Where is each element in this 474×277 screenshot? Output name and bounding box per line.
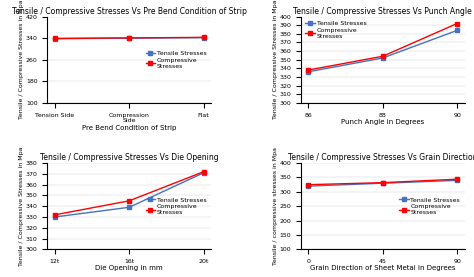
Title: Tensile / Compressive Stresses Vs Pre Bend Condition of Strip: Tensile / Compressive Stresses Vs Pre Be… (12, 7, 246, 16)
Legend: Tensile Stresses, Compressive
Stresses: Tensile Stresses, Compressive Stresses (145, 49, 208, 70)
Compressive
Stresses (454, 178, 460, 181)
Tensile Stresses (306, 184, 311, 188)
Line: Tensile Stresses: Tensile Stresses (53, 171, 205, 219)
Title: Tensile / Compressive Stresses Vs Grain Direction: Tensile / Compressive Stresses Vs Grain … (288, 153, 474, 162)
Compressive
Stresses (306, 68, 311, 72)
Line: Tensile Stresses: Tensile Stresses (53, 36, 205, 40)
Compressive
Stresses (52, 37, 58, 40)
X-axis label: Punch Angle in Degrees: Punch Angle in Degrees (341, 119, 424, 125)
Title: Tensile / Compressive Stresses Vs Punch Angle: Tensile / Compressive Stresses Vs Punch … (293, 7, 472, 16)
Tensile Stresses (454, 179, 460, 182)
Tensile Stresses (52, 37, 58, 40)
Y-axis label: Tensile / Compressive Stresses in Mpa: Tensile / Compressive Stresses in Mpa (19, 147, 25, 266)
Tensile Stresses (127, 206, 132, 209)
Compressive
Stresses (127, 199, 132, 202)
Tensile Stresses (380, 56, 385, 60)
Y-axis label: Tensile / Compressive Stresses in Mpa: Tensile / Compressive Stresses in Mpa (273, 0, 278, 119)
Line: Tensile Stresses: Tensile Stresses (307, 179, 459, 188)
Tensile Stresses (201, 171, 206, 175)
Legend: Tensile Stresses, Compressive
Stresses: Tensile Stresses, Compressive Stresses (304, 20, 367, 40)
Line: Compressive
Stresses: Compressive Stresses (53, 170, 205, 217)
Y-axis label: Tensile / Compressive Stresses in Mpa: Tensile / Compressive Stresses in Mpa (19, 0, 25, 119)
Line: Compressive
Stresses: Compressive Stresses (307, 22, 459, 72)
Tensile Stresses (201, 36, 206, 39)
Line: Compressive
Stresses: Compressive Stresses (53, 36, 205, 40)
Compressive
Stresses (454, 22, 460, 25)
Title: Tensile / Compressive Stresses Vs Die Opening: Tensile / Compressive Stresses Vs Die Op… (40, 153, 219, 162)
Legend: Tensile Stresses, Compressive
Stresses: Tensile Stresses, Compressive Stresses (398, 196, 461, 217)
X-axis label: Pre Bend Condition of Strip: Pre Bend Condition of Strip (82, 125, 176, 131)
Compressive
Stresses (201, 36, 206, 39)
Compressive
Stresses (52, 213, 58, 217)
X-axis label: Grain Direction of Sheet Metal in Degrees: Grain Direction of Sheet Metal in Degree… (310, 265, 456, 271)
Tensile Stresses (306, 70, 311, 73)
Tensile Stresses (127, 37, 132, 40)
Tensile Stresses (454, 29, 460, 32)
Line: Compressive
Stresses: Compressive Stresses (307, 178, 459, 186)
Line: Tensile Stresses: Tensile Stresses (307, 29, 459, 73)
Compressive
Stresses (127, 36, 132, 40)
Compressive
Stresses (306, 183, 311, 186)
Compressive
Stresses (201, 170, 206, 173)
Compressive
Stresses (380, 55, 385, 58)
Tensile Stresses (380, 181, 385, 185)
Tensile Stresses (52, 215, 58, 219)
Legend: Tensile Stresses, Compressive
Stresses: Tensile Stresses, Compressive Stresses (145, 196, 208, 217)
X-axis label: Die Opening in mm: Die Opening in mm (95, 265, 163, 271)
Compressive
Stresses (380, 181, 385, 184)
Y-axis label: Tensile / compressive stresses in Mpa: Tensile / compressive stresses in Mpa (273, 147, 278, 265)
